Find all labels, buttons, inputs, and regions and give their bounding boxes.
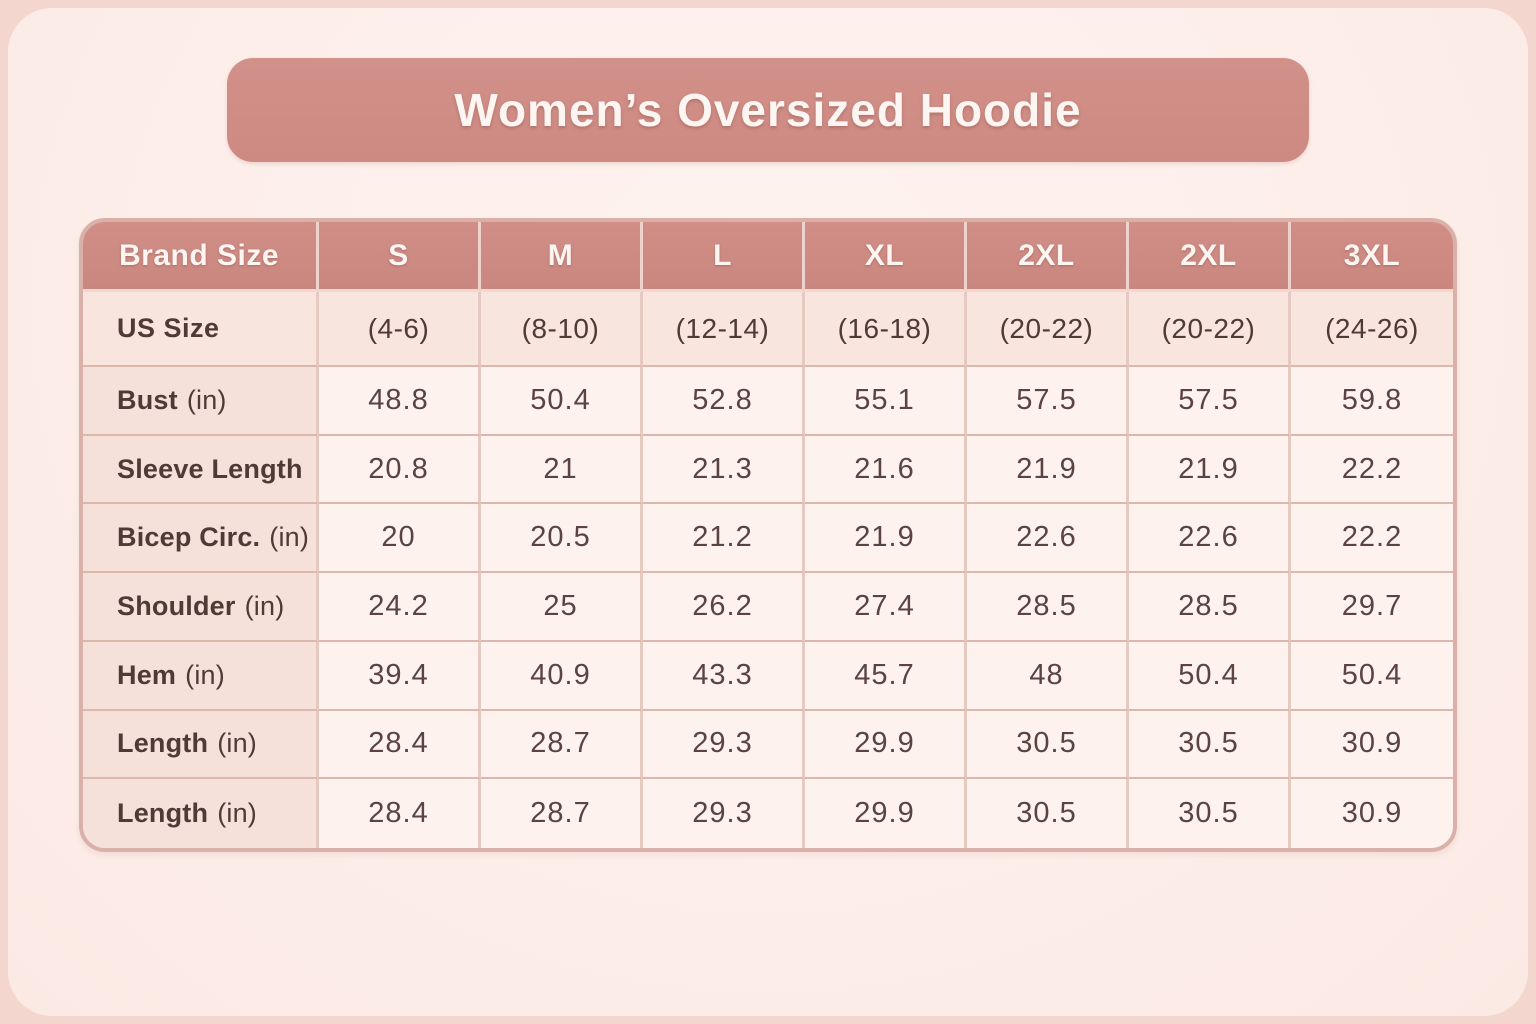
page-card: Women’s Oversized Hoodie Brand Size S M L XL… [8,8,1528,1016]
us-size-cell: (20-22) [1129,292,1291,367]
table-cell: 28.5 [1129,573,1291,642]
row-label: Bust (in) [83,367,319,436]
table-cell: 30.5 [967,710,1129,780]
table-cell: 20 [319,504,481,574]
table-cell: 55.1 [805,367,967,436]
table-cell: 50.4 [1291,641,1453,711]
col-header-s-1: S [319,222,481,292]
table-cell: 21.9 [967,435,1129,505]
col-header-m-2: M [481,222,643,292]
table-cell: 21.6 [805,435,967,505]
table-cell: 43.3 [643,641,805,711]
table-cell: 52.8 [643,367,805,436]
table-cell: 21.9 [805,504,967,574]
table-cell: 28.7 [481,779,643,848]
page-title: Women’s Oversized Hoodie [454,84,1082,136]
table-cell: 40.9 [481,641,643,711]
row-label: Sleeve Length [83,435,319,505]
col-header-3xl-7: 3XL [1291,222,1453,292]
table-cell: 48.8 [319,367,481,436]
table-cell: 39.4 [319,641,481,711]
row-label-unit: (in) [244,590,285,621]
table-cell: 30.9 [1291,710,1453,780]
row-label-text: Sleeve Length [117,453,303,484]
row-label-unit: (in) [217,798,257,829]
table-cell: 48 [967,641,1129,711]
table-cell: 28.7 [481,710,643,780]
table-cell: 30.5 [1129,710,1291,780]
row-label-unit: (in) [185,659,225,690]
table-cell: 29.7 [1291,573,1453,642]
table-cell: 20.8 [319,435,481,505]
table-cell: 21.3 [643,435,805,505]
table-cell: 29.3 [643,779,805,848]
row-label-text: Bust [117,384,178,415]
col-header-2xl-6: 2XL [1129,222,1291,292]
table-cell: 45.7 [805,641,967,711]
us-size-cell: (12-14) [643,292,805,367]
col-header-l-3: L [643,222,805,292]
table-cell: 29.9 [805,779,967,848]
us-size-cell: (4-6) [319,292,481,367]
table-cell: 29.3 [643,710,805,780]
table-cell: 26.2 [643,573,805,642]
row-label-text: Shoulder [117,590,236,621]
row-label: Hem (in) [83,641,319,711]
row-label-text: Hem [117,659,177,690]
table-cell: 28.4 [319,779,481,848]
table-cell: 50.4 [481,367,643,436]
row-label-unit: (in) [186,384,227,415]
size-table: Brand Size S M L XL 2XL 2XL 3XL US Size (4-6) (8-1… [79,218,1457,852]
table-cell: 28.4 [319,710,481,780]
table-cell: 22.6 [967,504,1129,574]
row-label-text: Bicep Circ. [117,522,261,553]
table-cell: 20.5 [481,504,643,574]
col-header-xl-4: XL [805,222,967,292]
row-label: Length (in) [83,779,319,848]
table-cell: 22.6 [1129,504,1291,574]
row-label-text: Length [117,798,209,829]
row-label-us-size: US Size [83,292,319,367]
table-cell: 27.4 [805,573,967,642]
table-cell: 21.2 [643,504,805,574]
col-header-2xl-5: 2XL [967,222,1129,292]
table-cell: 50.4 [1129,641,1291,711]
table-cell: 21 [481,435,643,505]
table-cell: 30.9 [1291,779,1453,848]
us-size-cell: (16-18) [805,292,967,367]
table-cell: 57.5 [1129,367,1291,436]
title-banner: Women’s Oversized Hoodie [227,58,1309,162]
us-size-cell: (8-10) [481,292,643,367]
table-cell: 29.9 [805,710,967,780]
row-label: Shoulder (in) [83,573,319,642]
table-cell: 28.5 [967,573,1129,642]
table-cell: 25 [481,573,643,642]
row-label-text: Length [117,728,209,759]
table-cell: 22.2 [1291,504,1453,574]
row-label: Bicep Circ. (in) [83,504,319,574]
us-size-cell: (20-22) [967,292,1129,367]
row-label-unit: (in) [269,522,310,553]
row-label-unit: (in) [217,728,257,759]
table-cell: 22.2 [1291,435,1453,505]
table-cell: 30.5 [967,779,1129,848]
table-cell: 57.5 [967,367,1129,436]
row-label: Length (in) [83,710,319,780]
table-cell: 21.9 [1129,435,1291,505]
table-cell: 30.5 [1129,779,1291,848]
table-cell: 24.2 [319,573,481,642]
us-size-cell: (24-26) [1291,292,1453,367]
brand-size-header: Brand Size [83,222,319,292]
table-cell: 59.8 [1291,367,1453,436]
